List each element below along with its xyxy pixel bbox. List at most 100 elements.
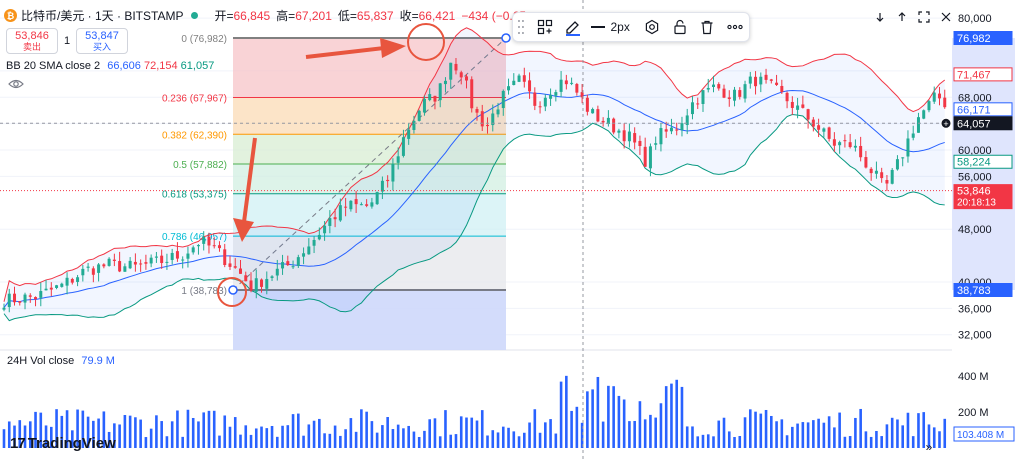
line-width-button[interactable]: 2px — [590, 20, 630, 34]
candle-body — [885, 180, 889, 184]
volume-bar — [785, 435, 789, 448]
lock-button[interactable] — [666, 14, 694, 40]
eye-icon[interactable] — [8, 78, 24, 90]
volume-bar — [260, 426, 263, 448]
volume-bar — [691, 426, 694, 448]
scroll-to-realtime-button[interactable]: » — [925, 440, 933, 454]
candle-body — [443, 80, 447, 85]
volume-bar — [286, 425, 290, 448]
volume-bar — [617, 395, 621, 448]
volume-last-tag — [953, 426, 1015, 442]
bb-upper-value: 72,154 — [143, 60, 178, 72]
candle-body — [675, 129, 679, 131]
volume-bar — [544, 422, 547, 448]
candle-body — [596, 109, 600, 122]
candle-body — [685, 115, 689, 126]
candle-body — [149, 257, 153, 264]
volume-bar — [339, 435, 342, 448]
fullscreen-button[interactable] — [915, 8, 933, 26]
candle-body — [838, 142, 842, 146]
low-label: 低= — [337, 9, 357, 23]
annotation-drawings — [0, 0, 952, 462]
crosshair-plus-glyph: + — [943, 119, 948, 129]
settings-icon — [645, 19, 658, 35]
volume-tick-label: 400 M — [958, 371, 989, 383]
volume-bar — [160, 421, 163, 448]
volume-bar — [822, 422, 826, 448]
volume-bar — [880, 436, 883, 448]
volume-bar — [165, 436, 169, 448]
price-tag — [953, 102, 1013, 117]
bollinger-bands — [3, 27, 946, 322]
candle-body — [790, 101, 794, 108]
settings-button[interactable] — [638, 14, 666, 40]
volume-bar — [906, 412, 910, 448]
price-tag — [953, 283, 1013, 297]
candle-body — [160, 255, 164, 264]
volume-bar — [670, 383, 673, 448]
sell-price: 53,846 — [15, 30, 49, 42]
candle-body — [811, 119, 815, 127]
volume-bar — [896, 419, 899, 448]
volume-bar — [13, 425, 16, 448]
sell-button[interactable]: 53,846 卖出 — [6, 28, 58, 54]
tradingview-logo-icon: 17 — [10, 435, 26, 452]
scroll-down-button[interactable] — [871, 8, 889, 26]
volume-value: 79.9 M — [81, 355, 115, 367]
candle-body — [260, 279, 264, 287]
candle-body — [181, 259, 185, 261]
close-button[interactable] — [937, 8, 955, 26]
tradingview-logo[interactable]: 17 TradingView — [10, 435, 116, 452]
volume-bar — [55, 409, 58, 448]
buy-button[interactable]: 53,847 买入 — [76, 28, 128, 54]
buy-price: 53,847 — [85, 30, 119, 42]
volume-bar — [859, 408, 862, 448]
volume-bar — [128, 415, 132, 448]
bollinger-legend[interactable]: BB 20 SMA close 2 66,606 72,154 61,057 — [6, 60, 214, 72]
volume-bar — [549, 419, 552, 448]
volume-bar — [565, 375, 568, 448]
candle-body — [102, 264, 106, 267]
drawing-toolbar: 2px — [512, 12, 750, 42]
scroll-up-button[interactable] — [893, 8, 911, 26]
candle-body — [407, 129, 411, 139]
price-tag-label: 53,846 — [957, 186, 991, 198]
volume-bar — [249, 434, 253, 448]
templates-button[interactable] — [531, 14, 559, 40]
candle-body — [76, 277, 80, 282]
candle-body — [391, 163, 395, 182]
volume-bar — [501, 426, 505, 448]
volume-bar — [170, 421, 174, 448]
more-button[interactable] — [721, 14, 749, 40]
volume-bar — [712, 436, 715, 448]
volume-bar — [680, 386, 684, 448]
volume-bar — [218, 435, 221, 448]
candle-body — [486, 124, 490, 127]
candle-body — [144, 262, 148, 264]
symbol-name[interactable]: 比特币/美元 · 1天 · BITSTAMP — [21, 9, 184, 23]
volume-bar — [34, 411, 37, 448]
drag-handle-icon[interactable] — [517, 18, 525, 36]
candle-body — [459, 72, 463, 78]
symbol-header: ₿ 比特币/美元 · 1天 · BITSTAMP 开= 66,845 高= 67,2… — [4, 7, 526, 24]
volume-bar — [402, 428, 405, 448]
candle-body — [244, 275, 248, 282]
volume-legend[interactable]: 24H Vol close 79.9 M — [7, 355, 115, 367]
volume-bar — [60, 415, 64, 448]
volume-bar — [323, 433, 326, 448]
price-axis: 80,00072,00068,00064,00060,00056,00048,0… — [940, 0, 1015, 462]
volume-bar — [71, 430, 74, 448]
volume-bar — [349, 418, 353, 448]
color-button[interactable] — [559, 14, 587, 40]
price-tag-label: 71,467 — [957, 69, 991, 81]
delete-button[interactable] — [693, 14, 721, 40]
candle-body — [669, 127, 673, 132]
candle-body — [196, 245, 200, 247]
fib-trend-line — [232, 37, 507, 291]
crosshair-plus-icon — [940, 117, 952, 129]
volume-bar — [275, 436, 279, 448]
volume-bar — [664, 386, 668, 448]
candle-body — [55, 285, 59, 288]
volume-bar — [176, 410, 179, 448]
